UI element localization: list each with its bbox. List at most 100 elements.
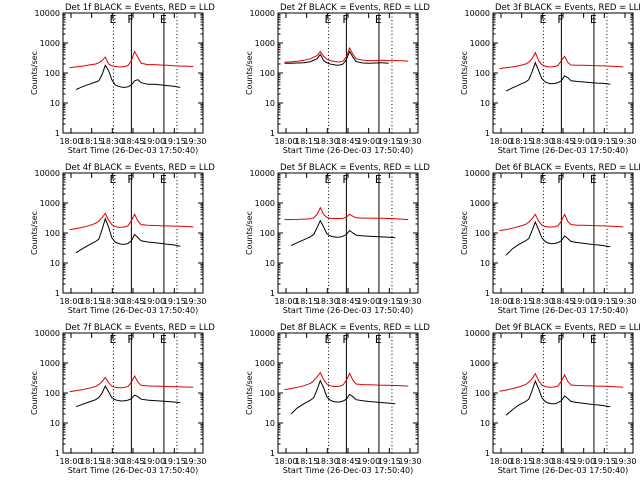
x-tick-label: 19:15 (163, 457, 186, 466)
panel-title: Det 1f BLACK = Events, RED = LLD (65, 3, 215, 13)
x-axis-label: Start Time (26-Dec-03 17:50:40) (283, 306, 414, 315)
series-events-line (505, 61, 611, 92)
time-marker-label: E (590, 13, 597, 26)
x-tick-label: 18:30 (101, 297, 124, 306)
y-tick-label: 10 (265, 259, 275, 268)
x-tick-label: 19:30 (613, 137, 636, 146)
x-axis-label: Start Time (26-Dec-03 17:50:40) (498, 466, 629, 475)
time-marker-label: E (590, 333, 597, 346)
x-axis-label: Start Time (26-Dec-03 17:50:40) (68, 466, 199, 475)
x-tick-label: 19:00 (357, 137, 380, 146)
panel-5: Det 5f BLACK = Events, RED = LLD 1 10 100 10… (245, 163, 430, 315)
x-tick-label: 18:30 (101, 137, 124, 146)
x-tick-label: 19:30 (183, 297, 206, 306)
y-tick-label: 10000 (250, 169, 275, 178)
panel-title: Det 6f BLACK = Events, RED = LLD (495, 163, 640, 173)
series-lld-line (69, 50, 194, 69)
time-marker-label: E (160, 13, 167, 26)
y-tick-label: 100 (45, 229, 60, 238)
x-tick-label: 18:30 (316, 457, 339, 466)
y-tick-label: 1 (485, 449, 490, 458)
panel-title: Det 3f BLACK = Events, RED = LLD (495, 3, 640, 13)
x-tick-label: 19:30 (613, 457, 636, 466)
panel-title: Det 2f BLACK = Events, RED = LLD (280, 3, 430, 13)
x-tick-label: 19:30 (183, 457, 206, 466)
y-tick-label: 1 (485, 289, 490, 298)
y-axis-label: Counts/sec (30, 371, 39, 415)
y-tick-label: 100 (260, 69, 275, 78)
y-tick-label: 100 (45, 69, 60, 78)
x-tick-label: 18:00 (489, 297, 512, 306)
x-tick-label: 18:30 (531, 297, 554, 306)
plot-frame (492, 172, 634, 294)
panel-1: Det 1f BLACK = Events, RED = LLD 1 10 100 10… (30, 3, 215, 155)
time-marker-label: E (160, 173, 167, 186)
y-tick-label: 1000 (40, 359, 60, 368)
x-tick-label: 18:15 (295, 137, 318, 146)
x-tick-label: 18:15 (510, 457, 533, 466)
series-lld-line (284, 371, 409, 391)
time-marker-label: E (160, 333, 167, 346)
time-marker-label: F (127, 173, 133, 186)
x-tick-label: 18:15 (80, 457, 103, 466)
y-tick-label: 1 (55, 289, 60, 298)
plot-frame (277, 12, 419, 134)
x-tick-label: 19:15 (163, 137, 186, 146)
panel-8: Det 8f BLACK = Events, RED = LLD 1 10 100 10… (245, 323, 430, 475)
x-tick-label: 18:00 (489, 137, 512, 146)
time-marker-label: F (557, 13, 563, 26)
y-tick-label: 100 (475, 229, 490, 238)
x-tick-label: 19:00 (357, 297, 380, 306)
y-tick-label: 10000 (465, 169, 490, 178)
y-tick-label: 100 (45, 389, 60, 398)
x-tick-label: 19:00 (142, 457, 165, 466)
x-axis-label: Start Time (26-Dec-03 17:50:40) (283, 146, 414, 155)
series-events-line (75, 64, 181, 91)
x-tick-label: 19:00 (142, 297, 165, 306)
x-tick-label: 18:00 (489, 457, 512, 466)
y-tick-label: 10000 (35, 9, 60, 18)
plot-frame (62, 12, 204, 134)
x-tick-label: 19:00 (572, 297, 595, 306)
series-events-line (290, 379, 396, 415)
y-tick-label: 100 (260, 389, 275, 398)
y-tick-label: 1 (270, 289, 275, 298)
panel-title: Det 8f BLACK = Events, RED = LLD (280, 323, 430, 333)
panel-title: Det 7f BLACK = Events, RED = LLD (65, 323, 215, 333)
time-marker-label: E (539, 173, 546, 186)
x-tick-label: 19:15 (378, 137, 401, 146)
y-tick-label: 10 (265, 99, 275, 108)
y-axis-label: Counts/sec (30, 51, 39, 95)
plot-frame (62, 172, 204, 294)
time-marker-label: E (109, 173, 116, 186)
x-tick-label: 19:15 (378, 457, 401, 466)
time-marker-label: E (324, 173, 331, 186)
time-marker-label: E (109, 333, 116, 346)
x-tick-label: 19:00 (357, 457, 380, 466)
x-tick-label: 18:00 (59, 457, 82, 466)
y-tick-label: 10 (265, 419, 275, 428)
x-tick-label: 18:45 (336, 457, 359, 466)
x-tick-label: 19:30 (398, 137, 421, 146)
y-tick-label: 1 (270, 129, 275, 138)
time-marker-label: F (342, 13, 348, 26)
y-tick-label: 10 (50, 259, 60, 268)
x-tick-label: 18:45 (551, 457, 574, 466)
x-axis-label: Start Time (26-Dec-03 17:50:40) (68, 146, 199, 155)
x-axis-label: Start Time (26-Dec-03 17:50:40) (498, 146, 629, 155)
panel-4: Det 4f BLACK = Events, RED = LLD 1 10 100 10… (30, 163, 215, 315)
y-tick-label: 10 (480, 259, 490, 268)
y-tick-label: 100 (475, 69, 490, 78)
x-tick-label: 18:45 (551, 297, 574, 306)
x-tick-label: 18:00 (274, 457, 297, 466)
time-marker-label: E (539, 333, 546, 346)
x-tick-label: 18:30 (531, 137, 554, 146)
time-marker-label: F (342, 333, 348, 346)
x-tick-label: 19:00 (572, 137, 595, 146)
x-tick-label: 19:30 (398, 457, 421, 466)
panel-3: Det 3f BLACK = Events, RED = LLD 1 10 100 10… (460, 3, 640, 155)
y-tick-label: 1 (55, 449, 60, 458)
plot-frame (277, 332, 419, 454)
x-tick-label: 18:15 (80, 297, 103, 306)
